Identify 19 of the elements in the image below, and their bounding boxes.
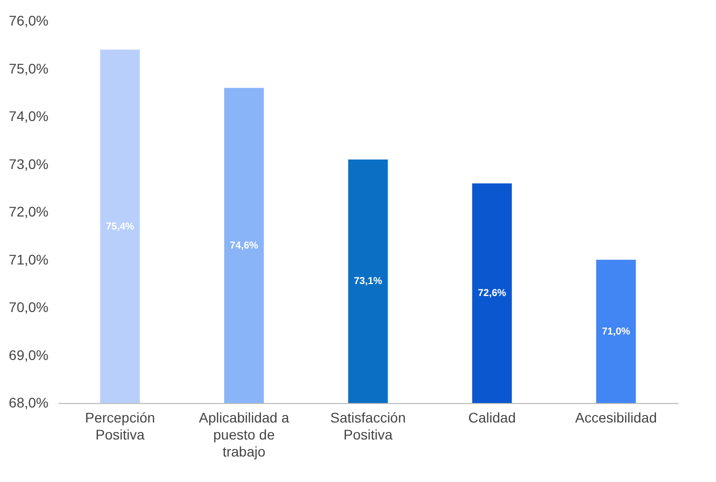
data-label: 74,6% (230, 240, 258, 252)
x-tick-label: Percepción Positiva (84, 410, 156, 442)
data-label: 73,1% (354, 276, 382, 288)
y-tick-label: 76,0% (8, 12, 48, 28)
x-tick-label: Accesibilidad (575, 410, 657, 426)
y-tick-label: 69,0% (8, 346, 48, 363)
x-tick-label: Calidad (468, 410, 516, 426)
y-tick-label: 71,0% (8, 251, 48, 268)
data-label: 75,4% (106, 221, 134, 232)
y-tick-label: 75,0% (8, 60, 48, 76)
data-label: 71,0% (602, 326, 630, 338)
y-tick-label: 74,0% (8, 108, 48, 124)
y-tick-label: 72,0% (8, 204, 48, 220)
y-tick-label: 73,0% (8, 156, 48, 172)
x-tick-label: Satisfacción Positiva (330, 410, 406, 442)
y-tick-label: 68,0% (8, 394, 48, 410)
x-tick-label: Aplicabilidad a puesto de trabajo (198, 410, 290, 460)
y-tick-label: 70,0% (8, 299, 48, 315)
data-label: 72,6% (478, 288, 506, 300)
